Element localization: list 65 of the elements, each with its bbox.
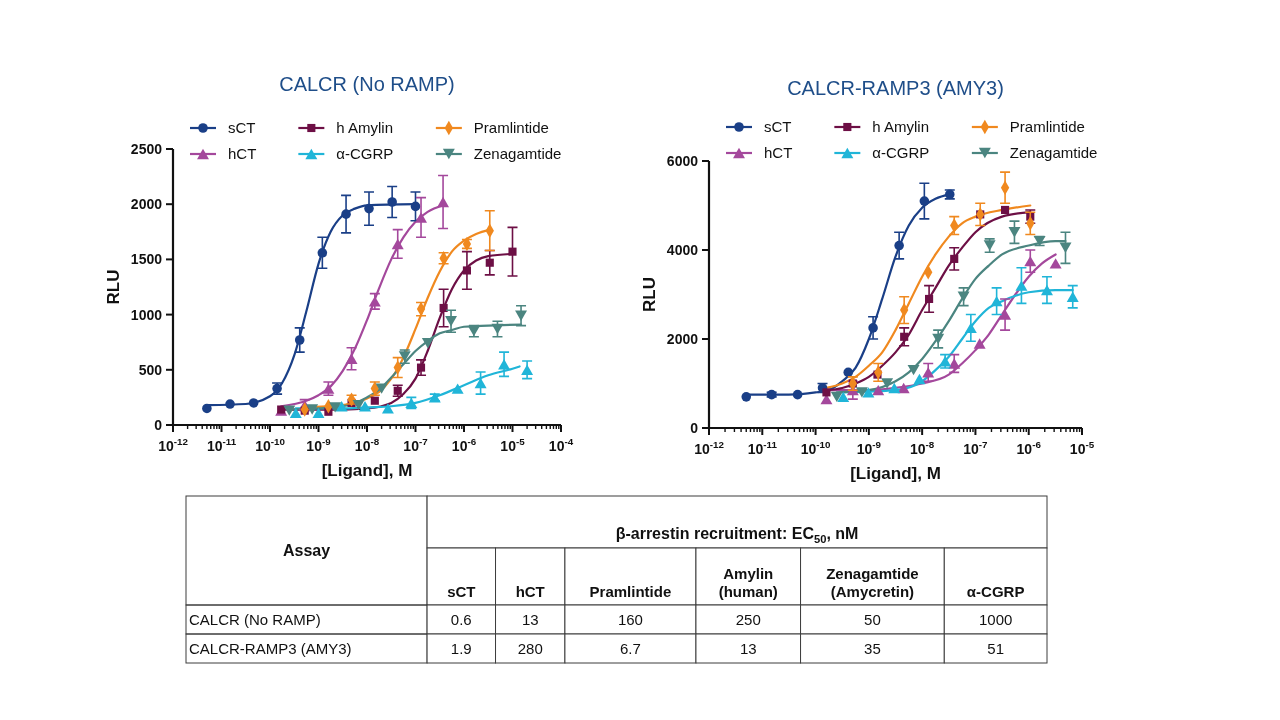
data-label: 13 bbox=[739, 639, 757, 657]
x-tick-label: 10$^{-8}$ bbox=[909, 439, 935, 457]
y-tick-label: 0 bbox=[154, 416, 163, 433]
x-tick-label: 10$^{-9}$ bbox=[306, 436, 332, 454]
chart-title: CALCR-RAMP3 (AMY3) bbox=[787, 77, 1004, 99]
y-tick-label: 1000 bbox=[130, 306, 163, 323]
data-label: 250 bbox=[735, 610, 761, 628]
x-tick-label: Pramlintide bbox=[589, 583, 672, 600]
y-tick-label: 0 bbox=[690, 419, 699, 436]
y-tick-label: 4000 bbox=[666, 241, 699, 258]
y-tick-label: 500 bbox=[138, 361, 163, 378]
x-tick-label: Zenagamtide (Amycretin) bbox=[826, 565, 919, 600]
y-axis-title: RLU bbox=[103, 269, 123, 305]
x-tick-label: 10$^{-7}$ bbox=[963, 439, 989, 457]
x-tick-label: 10$^{-8}$ bbox=[354, 436, 380, 454]
x-tick-label: sCT bbox=[447, 583, 476, 600]
data-label: 280 bbox=[517, 639, 543, 657]
legend-label: α-CGRP bbox=[336, 145, 394, 163]
data-label: 160 bbox=[617, 610, 643, 628]
data-label: 50 bbox=[864, 610, 881, 628]
y-tick-label: 2000 bbox=[666, 330, 699, 347]
legend-label: sCT bbox=[764, 118, 792, 136]
x-tick-label: 10$^{-12}$ bbox=[158, 436, 189, 454]
y-tick-label: 2500 bbox=[130, 140, 163, 157]
chart-title: β-arrestin recruitment: EC$_{50}$, nM bbox=[615, 525, 859, 546]
x-tick-label: 10$^{-11}$ bbox=[747, 439, 778, 457]
data-label: 51 bbox=[987, 639, 1004, 657]
legend-label: Zenagamtide bbox=[1009, 144, 1098, 162]
x-tick-label: 10$^{-6}$ bbox=[1016, 439, 1042, 457]
y-axis-title: RLU bbox=[639, 277, 659, 312]
x-tick-label: 10$^{-10}$ bbox=[800, 439, 831, 457]
data-label: 35 bbox=[864, 639, 881, 657]
x-tick-label: Amylin (human) bbox=[718, 565, 778, 600]
legend-label: h Amylin bbox=[336, 119, 394, 137]
legend-label: α-CGRP bbox=[872, 144, 930, 162]
y-axis-title: Assay bbox=[282, 542, 331, 560]
chart-title: CALCR (No RAMP) bbox=[279, 73, 455, 95]
legend-label: h Amylin bbox=[872, 118, 930, 136]
x-tick-label: 10$^{-9}$ bbox=[856, 439, 882, 457]
x-tick-label: 10$^{-7}$ bbox=[403, 436, 429, 454]
y-tick-label: 2000 bbox=[130, 196, 163, 213]
y-tick-label: 1500 bbox=[130, 251, 163, 268]
legend-label: Pramlintide bbox=[1009, 118, 1085, 136]
x-tick-label: 10$^{-11}$ bbox=[206, 436, 237, 454]
x-tick-label: 10$^{-4}$ bbox=[548, 436, 574, 454]
data-label: 13 bbox=[521, 610, 539, 628]
x-tick-label: 10$^{-12}$ bbox=[694, 439, 725, 457]
legend-label: Pramlintide bbox=[473, 119, 549, 137]
legend-label: hCT bbox=[764, 144, 793, 162]
x-tick-label: α-CGRP bbox=[966, 583, 1025, 600]
data-label: 0.6 bbox=[450, 610, 472, 628]
legend-label: Zenagamtide bbox=[473, 145, 562, 163]
x-tick-label: 10$^{-6}$ bbox=[451, 436, 477, 454]
legend-label: hCT bbox=[228, 145, 257, 163]
data-label: 6.7 bbox=[620, 639, 641, 657]
y-tick-label: 6000 bbox=[666, 152, 699, 169]
x-tick-label: hCT bbox=[515, 583, 545, 600]
x-axis-title: [Ligand], M bbox=[321, 461, 413, 480]
x-axis-title: [Ligand], M bbox=[850, 464, 941, 483]
x-tick-label: 10$^{-5}$ bbox=[500, 436, 526, 454]
data-label: 1000 bbox=[978, 610, 1013, 628]
data-label: 1.9 bbox=[450, 639, 472, 657]
x-tick-label: 10$^{-5}$ bbox=[1069, 439, 1095, 457]
legend-label: sCT bbox=[228, 119, 256, 137]
x-tick-label: 10$^{-10}$ bbox=[255, 436, 286, 454]
